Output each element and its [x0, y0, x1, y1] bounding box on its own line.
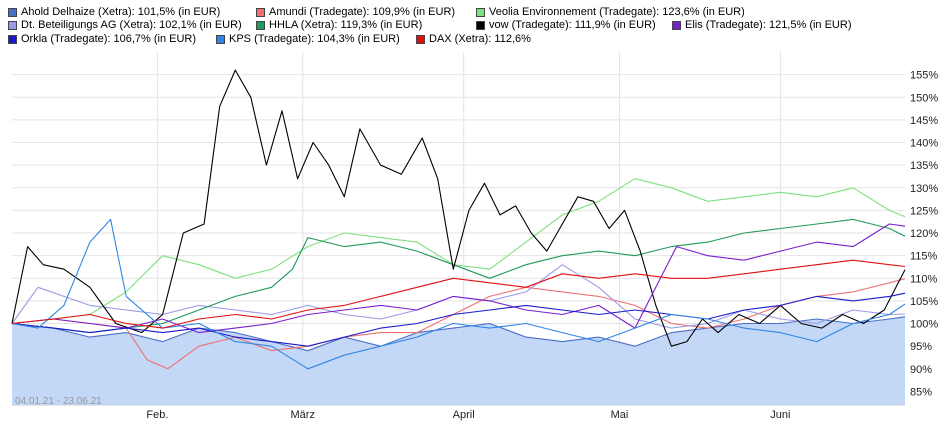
legend-label: Veolia Environnement (Tradegate): 123,6%…: [489, 6, 745, 18]
series-line: [11, 264, 906, 329]
y-tick-label: 155%: [910, 70, 938, 82]
legend-swatch: [672, 20, 681, 30]
y-tick-label: 120%: [910, 228, 938, 240]
legend-label: Elis (Tradegate): 121,5% (in EUR): [685, 19, 852, 31]
y-tick-label: 95%: [910, 341, 932, 353]
legend-item[interactable]: Dt. Beteiligungs AG (Xetra): 102,1% (in …: [8, 19, 242, 31]
legend-label: Ahold Delhaize (Xetra): 101,5% (in EUR): [21, 6, 221, 18]
legend-item[interactable]: Ahold Delhaize (Xetra): 101,5% (in EUR): [8, 6, 220, 18]
series-line: [11, 218, 906, 370]
y-tick-label: 115%: [910, 251, 938, 263]
series-line: [11, 292, 906, 347]
y-tick-label: 135%: [910, 160, 938, 172]
legend-swatch: [8, 34, 17, 44]
series-line: [11, 69, 906, 347]
y-tick-label: 110%: [910, 273, 938, 285]
series-line: [11, 178, 906, 325]
legend-swatch: [476, 7, 485, 17]
legend-item[interactable]: HHLA (Xetra): 119,3% (in EUR): [256, 19, 422, 31]
y-tick-label: 125%: [910, 205, 938, 217]
legend-swatch: [216, 34, 225, 44]
legend-label: Dt. Beteiligungs AG (Xetra): 102,1% (in …: [21, 19, 242, 31]
y-tick-label: 85%: [910, 386, 932, 398]
legend-item[interactable]: Elis (Tradegate): 121,5% (in EUR): [672, 19, 852, 31]
y-tick-label: 145%: [910, 115, 938, 127]
legend-label: HHLA (Xetra): 119,3% (in EUR): [269, 19, 423, 31]
date-range-label: 04.01.21 - 23.06.21: [15, 396, 102, 407]
x-tick-label: Mai: [611, 409, 629, 421]
x-tick-label: Feb.: [146, 409, 168, 421]
y-tick-label: 90%: [910, 364, 932, 376]
legend-item[interactable]: Veolia Environnement (Tradegate): 123,6%…: [476, 6, 745, 18]
x-axis-ticks: Feb. März April Mai Juni: [146, 409, 790, 421]
y-tick-label: 150%: [910, 92, 938, 104]
y-tick-label: 130%: [910, 183, 938, 195]
legend-swatch: [416, 34, 425, 44]
legend-swatch: [256, 7, 265, 17]
series-group: [11, 69, 906, 405]
legend-label: KPS (Tradegate): 104,3% (in EUR): [229, 33, 400, 45]
y-tick-label: 105%: [910, 296, 938, 308]
legend-label: Amundi (Tradegate): 109,9% (in EUR): [269, 6, 456, 18]
legend: Ahold Delhaize (Xetra): 101,5% (in EUR) A…: [0, 0, 949, 50]
legend-item[interactable]: DAX (Xetra): 112,6%: [416, 33, 531, 45]
series-line: [11, 223, 906, 334]
legend-swatch: [476, 20, 485, 30]
legend-item[interactable]: vow (Tradegate): 111,9% (in EUR): [476, 19, 656, 31]
y-tick-label: 140%: [910, 138, 938, 150]
series-line: [11, 218, 906, 334]
legend-label: Orkla (Tradegate): 106,7% (in EUR): [21, 33, 197, 45]
legend-label: vow (Tradegate): 111,9% (in EUR): [489, 19, 656, 31]
legend-swatch: [8, 7, 17, 17]
x-tick-label: April: [453, 409, 475, 421]
x-tick-label: März: [291, 409, 315, 421]
series-area: [12, 316, 905, 405]
legend-item[interactable]: KPS (Tradegate): 104,3% (in EUR): [216, 33, 400, 45]
y-tick-label: 100%: [910, 319, 938, 331]
legend-swatch: [256, 20, 265, 30]
legend-label: DAX (Xetra): 112,6%: [429, 33, 531, 45]
legend-swatch: [8, 20, 17, 30]
x-tick-label: Juni: [770, 409, 790, 421]
series-line: [11, 259, 906, 329]
legend-item[interactable]: Orkla (Tradegate): 106,7% (in EUR): [8, 33, 196, 45]
legend-item[interactable]: Amundi (Tradegate): 109,9% (in EUR): [256, 6, 455, 18]
y-axis-ticks: 85% 90% 95% 100% 105% 110% 115% 120% 125% 130% 135…: [910, 70, 938, 399]
